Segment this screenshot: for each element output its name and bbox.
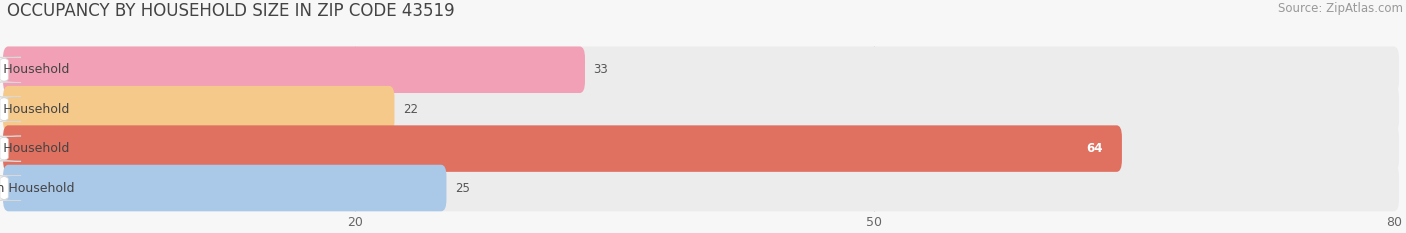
Text: OCCUPANCY BY HOUSEHOLD SIZE IN ZIP CODE 43519: OCCUPANCY BY HOUSEHOLD SIZE IN ZIP CODE … xyxy=(7,2,454,20)
Text: 25: 25 xyxy=(456,182,470,195)
Text: 1-Person Household: 1-Person Household xyxy=(0,63,70,76)
FancyBboxPatch shape xyxy=(3,86,1399,132)
FancyBboxPatch shape xyxy=(3,47,1399,93)
FancyBboxPatch shape xyxy=(3,125,1122,172)
Text: 3-Person Household: 3-Person Household xyxy=(0,142,70,155)
FancyBboxPatch shape xyxy=(3,165,1399,211)
Text: Source: ZipAtlas.com: Source: ZipAtlas.com xyxy=(1278,2,1403,15)
FancyBboxPatch shape xyxy=(3,165,447,211)
Text: 22: 22 xyxy=(404,103,418,116)
FancyBboxPatch shape xyxy=(3,86,395,132)
Text: 64: 64 xyxy=(1087,142,1102,155)
FancyBboxPatch shape xyxy=(3,47,585,93)
Text: 4+ Person Household: 4+ Person Household xyxy=(0,182,75,195)
FancyBboxPatch shape xyxy=(3,125,1399,172)
Text: 2-Person Household: 2-Person Household xyxy=(0,103,70,116)
Text: 33: 33 xyxy=(593,63,609,76)
